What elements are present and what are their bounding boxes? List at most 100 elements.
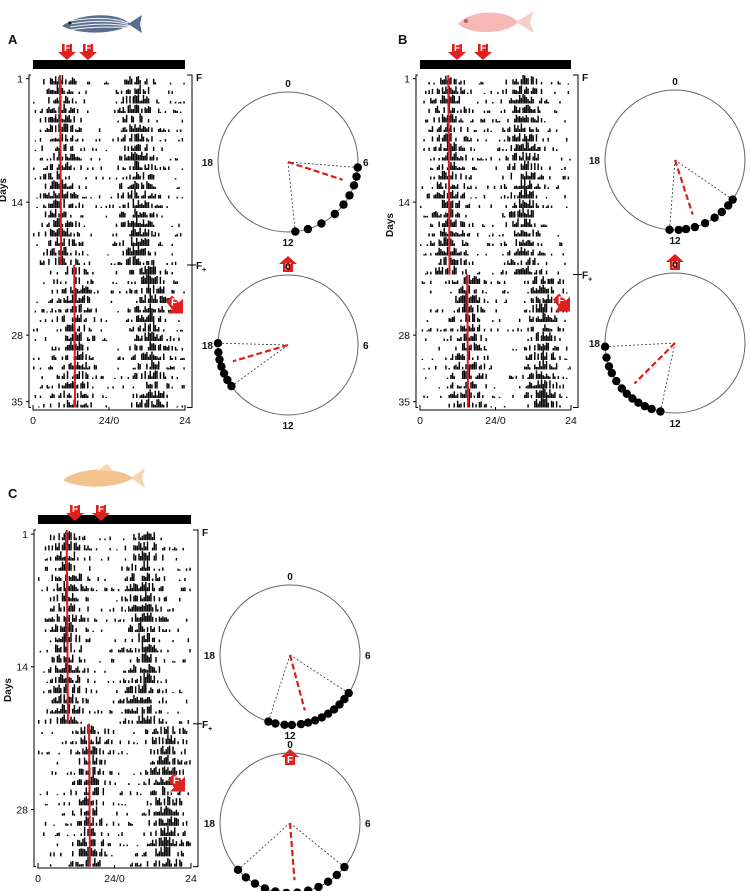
activity-bar (150, 687, 152, 694)
activity-bar (145, 638, 147, 643)
activity-bar (70, 325, 72, 332)
activity-bar (564, 358, 566, 360)
activity-bar (122, 96, 124, 104)
activity-bar (512, 110, 514, 113)
activity-bar (99, 768, 101, 775)
activity-bar (109, 780, 111, 785)
activity-bar (137, 258, 140, 265)
activity-bar (152, 354, 155, 360)
activity-bar (152, 309, 155, 313)
activity-bar (164, 345, 167, 351)
activity-bar (441, 137, 444, 142)
activity-bar (49, 864, 52, 867)
activity-bar (156, 157, 158, 161)
activity-bar (114, 639, 116, 643)
activity-bar (66, 97, 69, 104)
activity-bar (63, 230, 65, 237)
activity-bar (146, 309, 148, 313)
activity-bar (480, 375, 482, 379)
activity-bar (500, 99, 502, 104)
activity-bar (49, 534, 52, 541)
activity-bar (505, 299, 507, 303)
activity-bar (441, 79, 444, 85)
activity-bar (540, 97, 543, 104)
activity-bar (152, 174, 155, 180)
activity-bar (68, 720, 71, 724)
activity-bar (137, 315, 140, 322)
activity-bar (39, 193, 42, 199)
activity-bar (70, 632, 72, 643)
activity-bar (426, 193, 429, 199)
onset-point (213, 339, 223, 348)
activity-bar (142, 352, 145, 360)
onset-point (227, 381, 236, 391)
activity-bar (539, 250, 541, 256)
activity-bar (455, 165, 457, 170)
activity-bar (105, 405, 108, 408)
activity-bar (134, 229, 136, 237)
activity-bar (148, 664, 150, 673)
activity-bar (512, 394, 514, 398)
activity-bar (518, 86, 521, 94)
activity-bar (430, 176, 432, 180)
activity-bar (550, 353, 553, 360)
activity-bar (139, 138, 141, 142)
activity-bar (136, 211, 138, 218)
activity-bar (63, 404, 65, 408)
activity-bar (94, 857, 96, 867)
activity-bar (441, 195, 444, 199)
activity-bar (423, 100, 425, 104)
activity-bar (436, 128, 439, 132)
activity-bar (154, 356, 157, 360)
activity-bar (513, 153, 516, 161)
activity-bar (147, 182, 150, 189)
activity-bar (517, 125, 519, 132)
activity-bar (54, 310, 57, 313)
activity-bar (167, 839, 169, 847)
activity-bar (155, 839, 157, 847)
activity-bar (90, 402, 92, 408)
activity-bar (547, 205, 549, 208)
activity-bar (112, 730, 115, 734)
activity-bar (72, 730, 74, 734)
activity-bar (148, 643, 150, 653)
onset-point (690, 222, 700, 232)
activity-bar (110, 196, 113, 199)
activity-bar (177, 568, 179, 571)
activity-bar (63, 564, 65, 571)
activity-bar (104, 741, 106, 745)
activity-bar (165, 729, 167, 734)
activity-bar (48, 215, 50, 218)
activity-bar (129, 156, 131, 161)
activity-bar (76, 259, 79, 265)
activity-bar (455, 364, 457, 370)
activity-bar (63, 792, 65, 796)
activity-bar (73, 565, 76, 571)
activity-bar (114, 241, 116, 246)
activity-bar (149, 333, 151, 341)
activity-bar (555, 317, 558, 322)
activity-bar (144, 371, 146, 379)
activity-bar (60, 658, 62, 663)
activity-bar (65, 632, 67, 643)
activity-bar (68, 556, 71, 561)
activity-bar (500, 110, 502, 113)
activity-bar (145, 576, 147, 581)
activity-bar (524, 280, 526, 284)
activity-bar (535, 232, 538, 237)
activity-bar (150, 625, 152, 632)
activity-bar (71, 306, 74, 313)
activity-bar (540, 88, 543, 94)
activity-bar (470, 279, 472, 284)
activity-bar (140, 667, 142, 673)
activity-bar (128, 588, 130, 592)
activity-bar (63, 373, 65, 379)
activity-bar (124, 589, 127, 592)
onset-point (215, 355, 224, 364)
activity-bar (421, 358, 424, 360)
activity-bar (63, 678, 65, 683)
activity-bar (141, 296, 143, 303)
activity-bar (123, 619, 125, 622)
activity-bar (92, 386, 94, 389)
